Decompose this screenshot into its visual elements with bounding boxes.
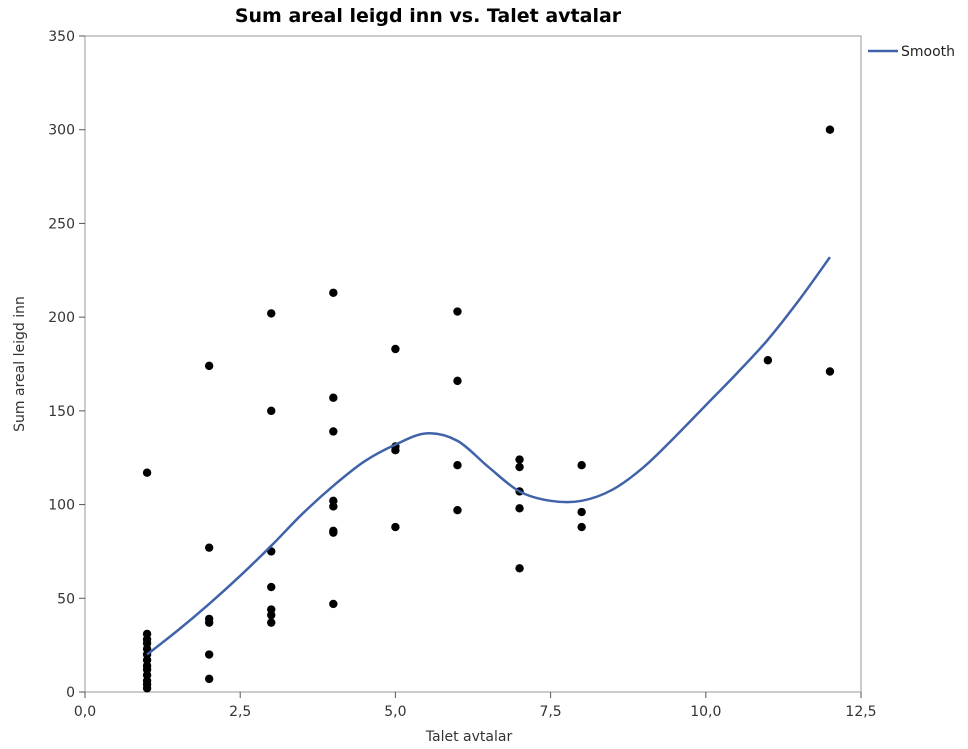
x-tick-label: 5,0 — [384, 704, 406, 720]
scatter-point — [577, 522, 586, 532]
scatter-point — [825, 125, 835, 134]
x-axis-label: Talet avtalar — [425, 729, 513, 745]
y-axis-label: Sum areal leigd inn — [12, 296, 28, 432]
scatter-point — [267, 610, 276, 620]
y-tick-label: 200 — [48, 310, 75, 326]
scatter-point — [329, 502, 338, 511]
scatter-point — [453, 461, 462, 470]
scatter-point — [515, 504, 524, 513]
scatter-point — [142, 684, 152, 693]
x-tick-label: 2,5 — [229, 704, 251, 720]
scatter-point — [391, 446, 400, 455]
axis-ticks: 0,0 2,5 5,0 7,5 10,0 12,5 0 50 100 150 200 250 300 35… — [48, 29, 876, 720]
scatter-point — [515, 564, 524, 573]
scatter-point — [453, 307, 462, 316]
scatter-point — [825, 367, 835, 376]
scatter-point — [204, 543, 214, 552]
x-tick-label: 0,0 — [74, 704, 96, 720]
y-tick-label: 100 — [48, 498, 75, 514]
scatter-point — [204, 361, 214, 371]
scatter-point — [267, 582, 276, 592]
plot-frame — [84, 35, 862, 693]
scatter-point — [763, 356, 773, 365]
scatter-point — [142, 468, 152, 477]
y-tick-label: 350 — [48, 29, 75, 45]
scatter-point — [391, 344, 400, 354]
legend[interactable]: Smooth — [868, 44, 955, 60]
y-tick-label: 50 — [57, 591, 75, 607]
scatter-points — [142, 125, 835, 693]
scatter-point — [329, 599, 338, 609]
legend-label-smooth: Smooth — [901, 44, 955, 60]
x-tick-label: 7,5 — [539, 704, 561, 720]
scatter-point — [329, 288, 338, 297]
scatter-point — [453, 376, 462, 386]
scatter-point — [515, 455, 524, 464]
scatter-point — [577, 507, 586, 517]
scatter-point — [329, 528, 338, 537]
scatter-point — [329, 393, 338, 402]
y-tick-label: 0 — [66, 685, 75, 701]
smooth-lines — [146, 256, 831, 656]
scatter-point — [515, 462, 524, 472]
scatter-point — [391, 522, 400, 532]
y-tick-label: 300 — [48, 123, 75, 139]
smooth-line — [146, 256, 831, 656]
scatter-point — [329, 427, 338, 436]
scatter-point — [204, 674, 214, 684]
scatter-point — [204, 618, 214, 627]
scatter-point — [267, 309, 276, 318]
chart-title: Sum areal leigd inn vs. Talet avtalar — [235, 5, 622, 27]
scatter-point — [453, 505, 462, 515]
scatter-point — [267, 406, 276, 416]
x-tick-label: 12,5 — [845, 704, 876, 720]
y-tick-label: 250 — [48, 216, 75, 232]
x-tick-label: 10,0 — [690, 704, 721, 720]
scatter-point — [204, 650, 214, 659]
scatter-point — [267, 618, 276, 627]
y-tick-label: 150 — [48, 404, 75, 420]
scatter-point — [577, 461, 586, 470]
